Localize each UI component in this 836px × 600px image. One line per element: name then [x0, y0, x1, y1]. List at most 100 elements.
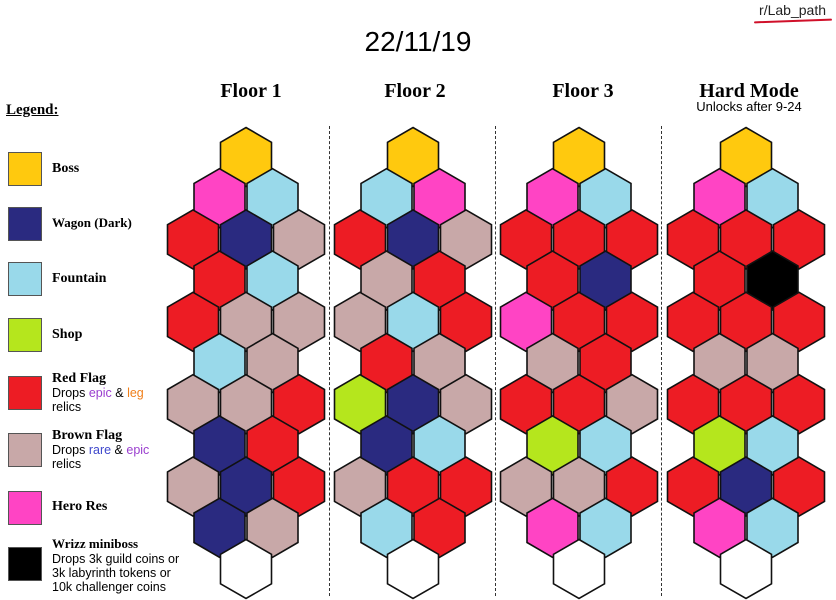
legend-label-shop: Shop: [52, 327, 83, 342]
hex-cell-empty: [386, 538, 440, 600]
hard-mode-subtitle: Unlocks after 9-24: [696, 99, 802, 114]
wrizz-line-3: 10k challenger coins: [52, 580, 166, 594]
hex-cell-brown: [166, 456, 220, 518]
hex-cell-shop: [333, 373, 387, 435]
legend-desc-brown-flag: Drops rare & epic relics: [52, 443, 149, 471]
hex-cell-red: [272, 456, 326, 518]
hex-cell-red: [552, 208, 606, 270]
hard-mode-title: Hard Mode: [699, 80, 799, 102]
legend-swatch-red-flag: [8, 376, 42, 410]
hex-cell-fountain: [193, 332, 246, 394]
hex-cell-red: [413, 250, 466, 312]
hex-cell-brown: [439, 373, 493, 435]
hex-cell-red: [772, 373, 826, 435]
hex-cell-boss: [719, 126, 773, 188]
hex-cell-red: [666, 456, 720, 518]
hex-cell-fountain: [413, 414, 466, 476]
hex-cell-brown: [526, 332, 579, 394]
amp-text: &: [115, 386, 124, 400]
hex-cell-fountain: [246, 167, 299, 229]
hex-cell-wrizz: [746, 250, 799, 312]
hex-cell-red: [666, 373, 720, 435]
drops-text: Drops: [52, 443, 86, 457]
hex-cell-wagon: [193, 414, 246, 476]
floor-3-title: Floor 3: [552, 80, 614, 102]
relics-text: relics: [52, 457, 82, 471]
legend-swatch-wrizz: [8, 547, 42, 581]
hex-cell-wagon: [386, 373, 440, 435]
hex-cell-brown: [219, 291, 273, 353]
hex-cell-boss: [386, 126, 440, 188]
hex-cell-red: [413, 497, 466, 559]
hex-cell-red: [719, 291, 773, 353]
wrizz-line-2: 3k labyrinth tokens or: [52, 566, 171, 580]
hex-cell-red: [193, 250, 246, 312]
hex-cell-brown: [246, 332, 299, 394]
hex-cell-red: [719, 208, 773, 270]
epic-text: epic: [88, 386, 112, 400]
legend-label-boss: Boss: [52, 161, 80, 176]
hex-cell-wagon: [386, 208, 440, 270]
hex-cell-brown: [333, 456, 387, 518]
hex-cell-red: [552, 373, 606, 435]
hex-cell-red: [579, 332, 632, 394]
floor-divider: [495, 126, 496, 596]
hex-cell-red: [333, 208, 387, 270]
hex-cell-fountain: [746, 497, 799, 559]
floor-2-title: Floor 2: [384, 80, 446, 102]
hex-cell-fountain: [386, 291, 440, 353]
hex-cell-red: [693, 250, 746, 312]
hex-cell-hero: [526, 167, 579, 229]
hex-cell-fountain: [746, 167, 799, 229]
hex-cell-fountain: [579, 497, 632, 559]
hex-cell-brown: [693, 332, 746, 394]
hex-cell-red: [772, 291, 826, 353]
hex-cell-boss: [552, 126, 606, 188]
hex-cell-hero: [693, 497, 746, 559]
hex-cell-wagon: [193, 497, 246, 559]
wrizz-line-1: Drops 3k guild coins or: [52, 552, 180, 566]
legend-title: Legend:: [6, 102, 59, 118]
hex-cell-fountain: [746, 414, 799, 476]
legend-label-wagon: Wagon (Dark): [52, 215, 132, 230]
hex-cell-empty: [719, 538, 773, 600]
hex-cell-wagon: [579, 250, 632, 312]
hex-cell-red: [772, 456, 826, 518]
hex-cell-brown: [746, 332, 799, 394]
relics-text: relics: [52, 400, 82, 414]
hex-cell-red: [605, 208, 659, 270]
hex-cell-brown: [499, 456, 553, 518]
hex-cell-red: [666, 291, 720, 353]
hex-cell-fountain: [360, 167, 413, 229]
hex-cell-brown: [246, 497, 299, 559]
hex-cell-hero: [526, 497, 579, 559]
hex-cell-hero: [499, 291, 553, 353]
hex-cell-wagon: [219, 456, 273, 518]
hex-cell-brown: [166, 373, 220, 435]
legend-swatch-fountain: [8, 262, 42, 296]
legend-desc-wrizz: Drops 3k guild coins or 3k labyrinth tok…: [52, 552, 179, 594]
rare-text: rare: [88, 443, 112, 457]
hex-cell-brown: [605, 373, 659, 435]
legend-label-fountain: Fountain: [52, 271, 107, 286]
legend-label-wrizz: Wrizz miniboss: [52, 536, 139, 551]
hex-cell-shop: [526, 414, 579, 476]
legend-swatch-boss: [8, 152, 42, 186]
hex-cell-red: [386, 456, 440, 518]
hex-cell-red: [499, 208, 553, 270]
floor-divider: [661, 126, 662, 596]
hex-cell-wagon: [719, 456, 773, 518]
hex-cell-fountain: [579, 167, 632, 229]
amp-text: &: [114, 443, 123, 457]
legend-swatch-wagon: [8, 207, 42, 241]
hex-cell-fountain: [360, 497, 413, 559]
legend-swatch-hero-res: [8, 491, 42, 525]
hex-cell-red: [166, 291, 220, 353]
hex-cell-fountain: [579, 414, 632, 476]
legend-swatch-brown-flag: [8, 433, 42, 467]
hex-cell-red: [552, 291, 606, 353]
hex-cell-red: [605, 291, 659, 353]
hex-cell-red: [439, 291, 493, 353]
